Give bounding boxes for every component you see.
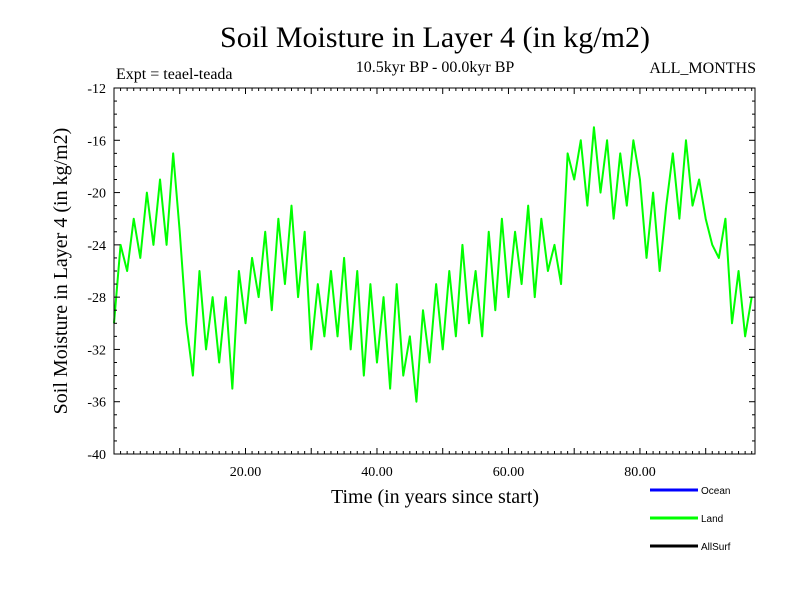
y-tick-label: -40	[87, 448, 106, 463]
legend: Ocean Land AllSurf	[650, 486, 731, 553]
y-axis: -40 -36 -32 -28 -24 -20 -16 -12	[87, 82, 755, 463]
legend-label-allsurf: AllSurf	[701, 542, 731, 553]
y-tick-label: -32	[87, 343, 106, 358]
x-axis: 20.00 40.00 60.00 80.00	[113, 88, 753, 480]
legend-label-land: Land	[701, 514, 723, 525]
y-axis-label: Soil Moisture in Layer 4 (in kg/m2)	[50, 128, 72, 415]
y-tick-label: -16	[87, 134, 106, 149]
x-tick-label: 80.00	[624, 465, 656, 480]
y-tick-label: -20	[87, 187, 106, 202]
x-tick-label: 60.00	[493, 465, 525, 480]
y-tick-label: -36	[87, 396, 106, 411]
experiment-label: Expt = teael-teada	[116, 66, 233, 83]
y-tick-label: -12	[87, 82, 106, 97]
x-axis-label: Time (in years since start)	[331, 486, 539, 508]
chart-title: Soil Moisture in Layer 4 (in kg/m2)	[220, 21, 650, 54]
legend-label-ocean: Ocean	[701, 486, 730, 497]
months-label: ALL_MONTHS	[649, 60, 756, 77]
x-tick-label: 20.00	[230, 465, 262, 480]
y-tick-label: -24	[87, 239, 106, 254]
x-tick-label: 40.00	[361, 465, 393, 480]
y-tick-label: -28	[87, 291, 106, 306]
series-layer	[113, 126, 753, 403]
series-line-land	[113, 126, 753, 403]
period-label: 10.5kyr BP - 00.0kyr BP	[356, 59, 515, 76]
